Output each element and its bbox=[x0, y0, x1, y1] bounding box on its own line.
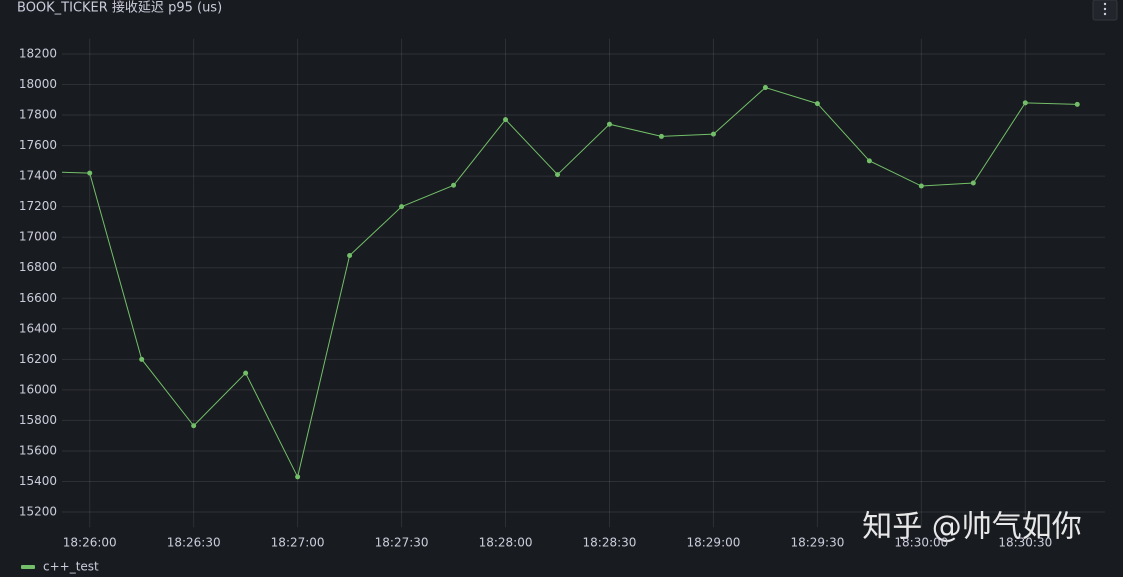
y-tick-label: 16400 bbox=[19, 321, 57, 335]
y-tick-label: 15200 bbox=[19, 505, 57, 519]
y-tick-label: 18000 bbox=[19, 77, 57, 91]
x-tick-label: 18:28:30 bbox=[583, 536, 637, 550]
data-point bbox=[139, 356, 145, 362]
x-tick-label: 18:28:00 bbox=[479, 536, 533, 550]
x-tick-label: 18:26:00 bbox=[63, 536, 117, 550]
data-point bbox=[87, 170, 93, 176]
data-point bbox=[970, 180, 976, 186]
data-point bbox=[918, 183, 924, 189]
data-point bbox=[191, 423, 197, 429]
data-point bbox=[1074, 101, 1080, 107]
data-point bbox=[555, 172, 561, 178]
y-tick-label: 17400 bbox=[19, 169, 57, 183]
menu-dot bbox=[1103, 7, 1107, 11]
data-point bbox=[399, 204, 405, 210]
data-point bbox=[451, 182, 457, 188]
y-tick-label: 16000 bbox=[19, 382, 57, 396]
y-tick-label: 17600 bbox=[19, 138, 57, 152]
data-point bbox=[606, 121, 612, 127]
y-tick-label: 15400 bbox=[19, 474, 57, 488]
y-tick-label: 15800 bbox=[19, 413, 57, 427]
x-tick-label: 18:27:00 bbox=[271, 536, 325, 550]
x-tick-label: 18:29:00 bbox=[686, 536, 740, 550]
menu-dot bbox=[1103, 2, 1107, 6]
y-tick-label: 16800 bbox=[19, 260, 57, 274]
y-tick-label: 17800 bbox=[19, 108, 57, 122]
x-tick-label: 18:29:30 bbox=[790, 536, 844, 550]
menu-dot bbox=[1103, 12, 1107, 16]
data-point bbox=[814, 101, 820, 107]
watermark: 知乎 @帅气如你 bbox=[862, 510, 1082, 545]
data-point bbox=[762, 85, 768, 91]
x-tick-label: 18:27:30 bbox=[375, 536, 429, 550]
legend-swatch bbox=[21, 565, 35, 569]
data-point bbox=[347, 253, 353, 259]
y-tick-label: 18200 bbox=[19, 46, 57, 60]
y-tick-label: 17200 bbox=[19, 199, 57, 213]
data-point bbox=[295, 474, 301, 480]
data-point bbox=[1022, 100, 1028, 106]
legend-label[interactable]: c++_test bbox=[43, 560, 99, 574]
plot bbox=[62, 85, 1080, 480]
data-point bbox=[658, 133, 664, 139]
y-tick-label: 16600 bbox=[19, 291, 57, 305]
x-tick-label: 18:30:00 bbox=[894, 536, 948, 550]
y-tick-label: 16200 bbox=[19, 352, 57, 366]
y-tick-label: 15600 bbox=[19, 443, 57, 457]
x-tick-label: 18:26:30 bbox=[167, 536, 221, 550]
data-point bbox=[866, 158, 872, 164]
data-point bbox=[503, 117, 509, 123]
data-point bbox=[710, 131, 716, 137]
panel-menu[interactable] bbox=[1092, 0, 1118, 21]
panel-title: BOOK_TICKER 接收延迟 p95 (us) bbox=[17, 0, 222, 16]
x-tick-label: 18:30:30 bbox=[998, 536, 1052, 550]
y-tick-label: 17000 bbox=[19, 230, 57, 244]
data-point bbox=[243, 370, 249, 376]
